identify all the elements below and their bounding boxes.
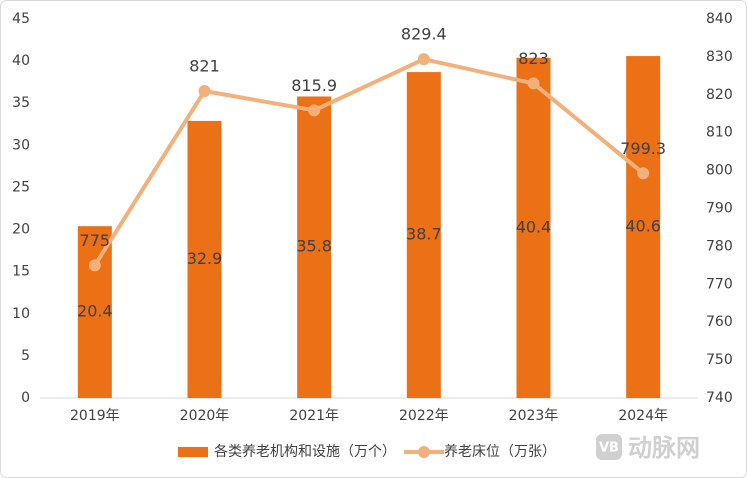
y-tick-label: 15 [12,264,30,280]
watermark-logo: VB [596,434,622,460]
data-label: 35.8 [296,237,332,256]
legend-swatch [418,446,430,458]
point [637,167,650,180]
data-label: 38.7 [406,225,442,244]
x-tick-label: 2024年 [618,408,668,424]
data-label: 815.9 [291,76,337,95]
point [308,104,321,117]
data-label: 32.9 [187,249,223,268]
y2-tick-label: 810 [706,125,733,141]
bar [187,120,222,399]
y2-tick-label: 760 [706,314,733,330]
point [198,85,211,98]
y2-tick-label: 800 [706,163,733,179]
legend-swatch [178,447,208,457]
y-tick-label: 35 [12,95,30,111]
legend-label: 各类养老机构和设施（万个） [214,444,396,460]
y-tick-label: 5 [21,348,30,364]
data-label: 40.4 [516,217,552,236]
data-label: 40.6 [625,217,661,236]
bar [516,57,551,399]
y-tick-label: 0 [21,390,30,406]
y-tick-label: 30 [12,137,30,153]
bar [77,226,112,398]
svg-text:VB: VB [599,441,619,456]
x-tick-label: 2019年 [70,408,120,424]
data-label: 823 [518,49,549,68]
y2-tick-label: 780 [706,238,733,254]
legend-label: 养老床位（万张） [444,444,556,460]
y2-tick-label: 740 [706,390,733,406]
y-tick-label: 10 [12,306,30,322]
x-tick-label: 2022年 [399,408,449,424]
data-label: 20.4 [77,302,113,321]
x-tick-label: 2021年 [289,408,339,424]
data-label: 799.3 [620,139,666,158]
line [93,57,645,267]
y-tick-label: 25 [12,179,30,195]
point [417,53,430,66]
y2-tick-label: 790 [706,201,733,217]
data-label: 775 [80,231,111,250]
bar [626,56,661,399]
y2-tick-label: 750 [706,352,733,368]
y2-tick-label: 770 [706,276,733,292]
x-tick-label: 2020年 [180,408,230,424]
bar [297,96,332,399]
y2-tick-label: 820 [706,87,733,103]
y-tick-label: 45 [12,11,30,27]
y-tick-label: 40 [12,53,30,69]
point [88,259,101,272]
bar [406,72,441,398]
point [527,77,540,90]
watermark: 动脉网 [628,434,700,462]
data-label: 829.4 [401,25,447,44]
y-tick-label: 20 [12,222,30,238]
y2-tick-label: 830 [706,49,733,65]
data-label: 821 [189,57,220,76]
x-tick-label: 2023年 [509,408,559,424]
y2-tick-label: 840 [706,11,733,27]
